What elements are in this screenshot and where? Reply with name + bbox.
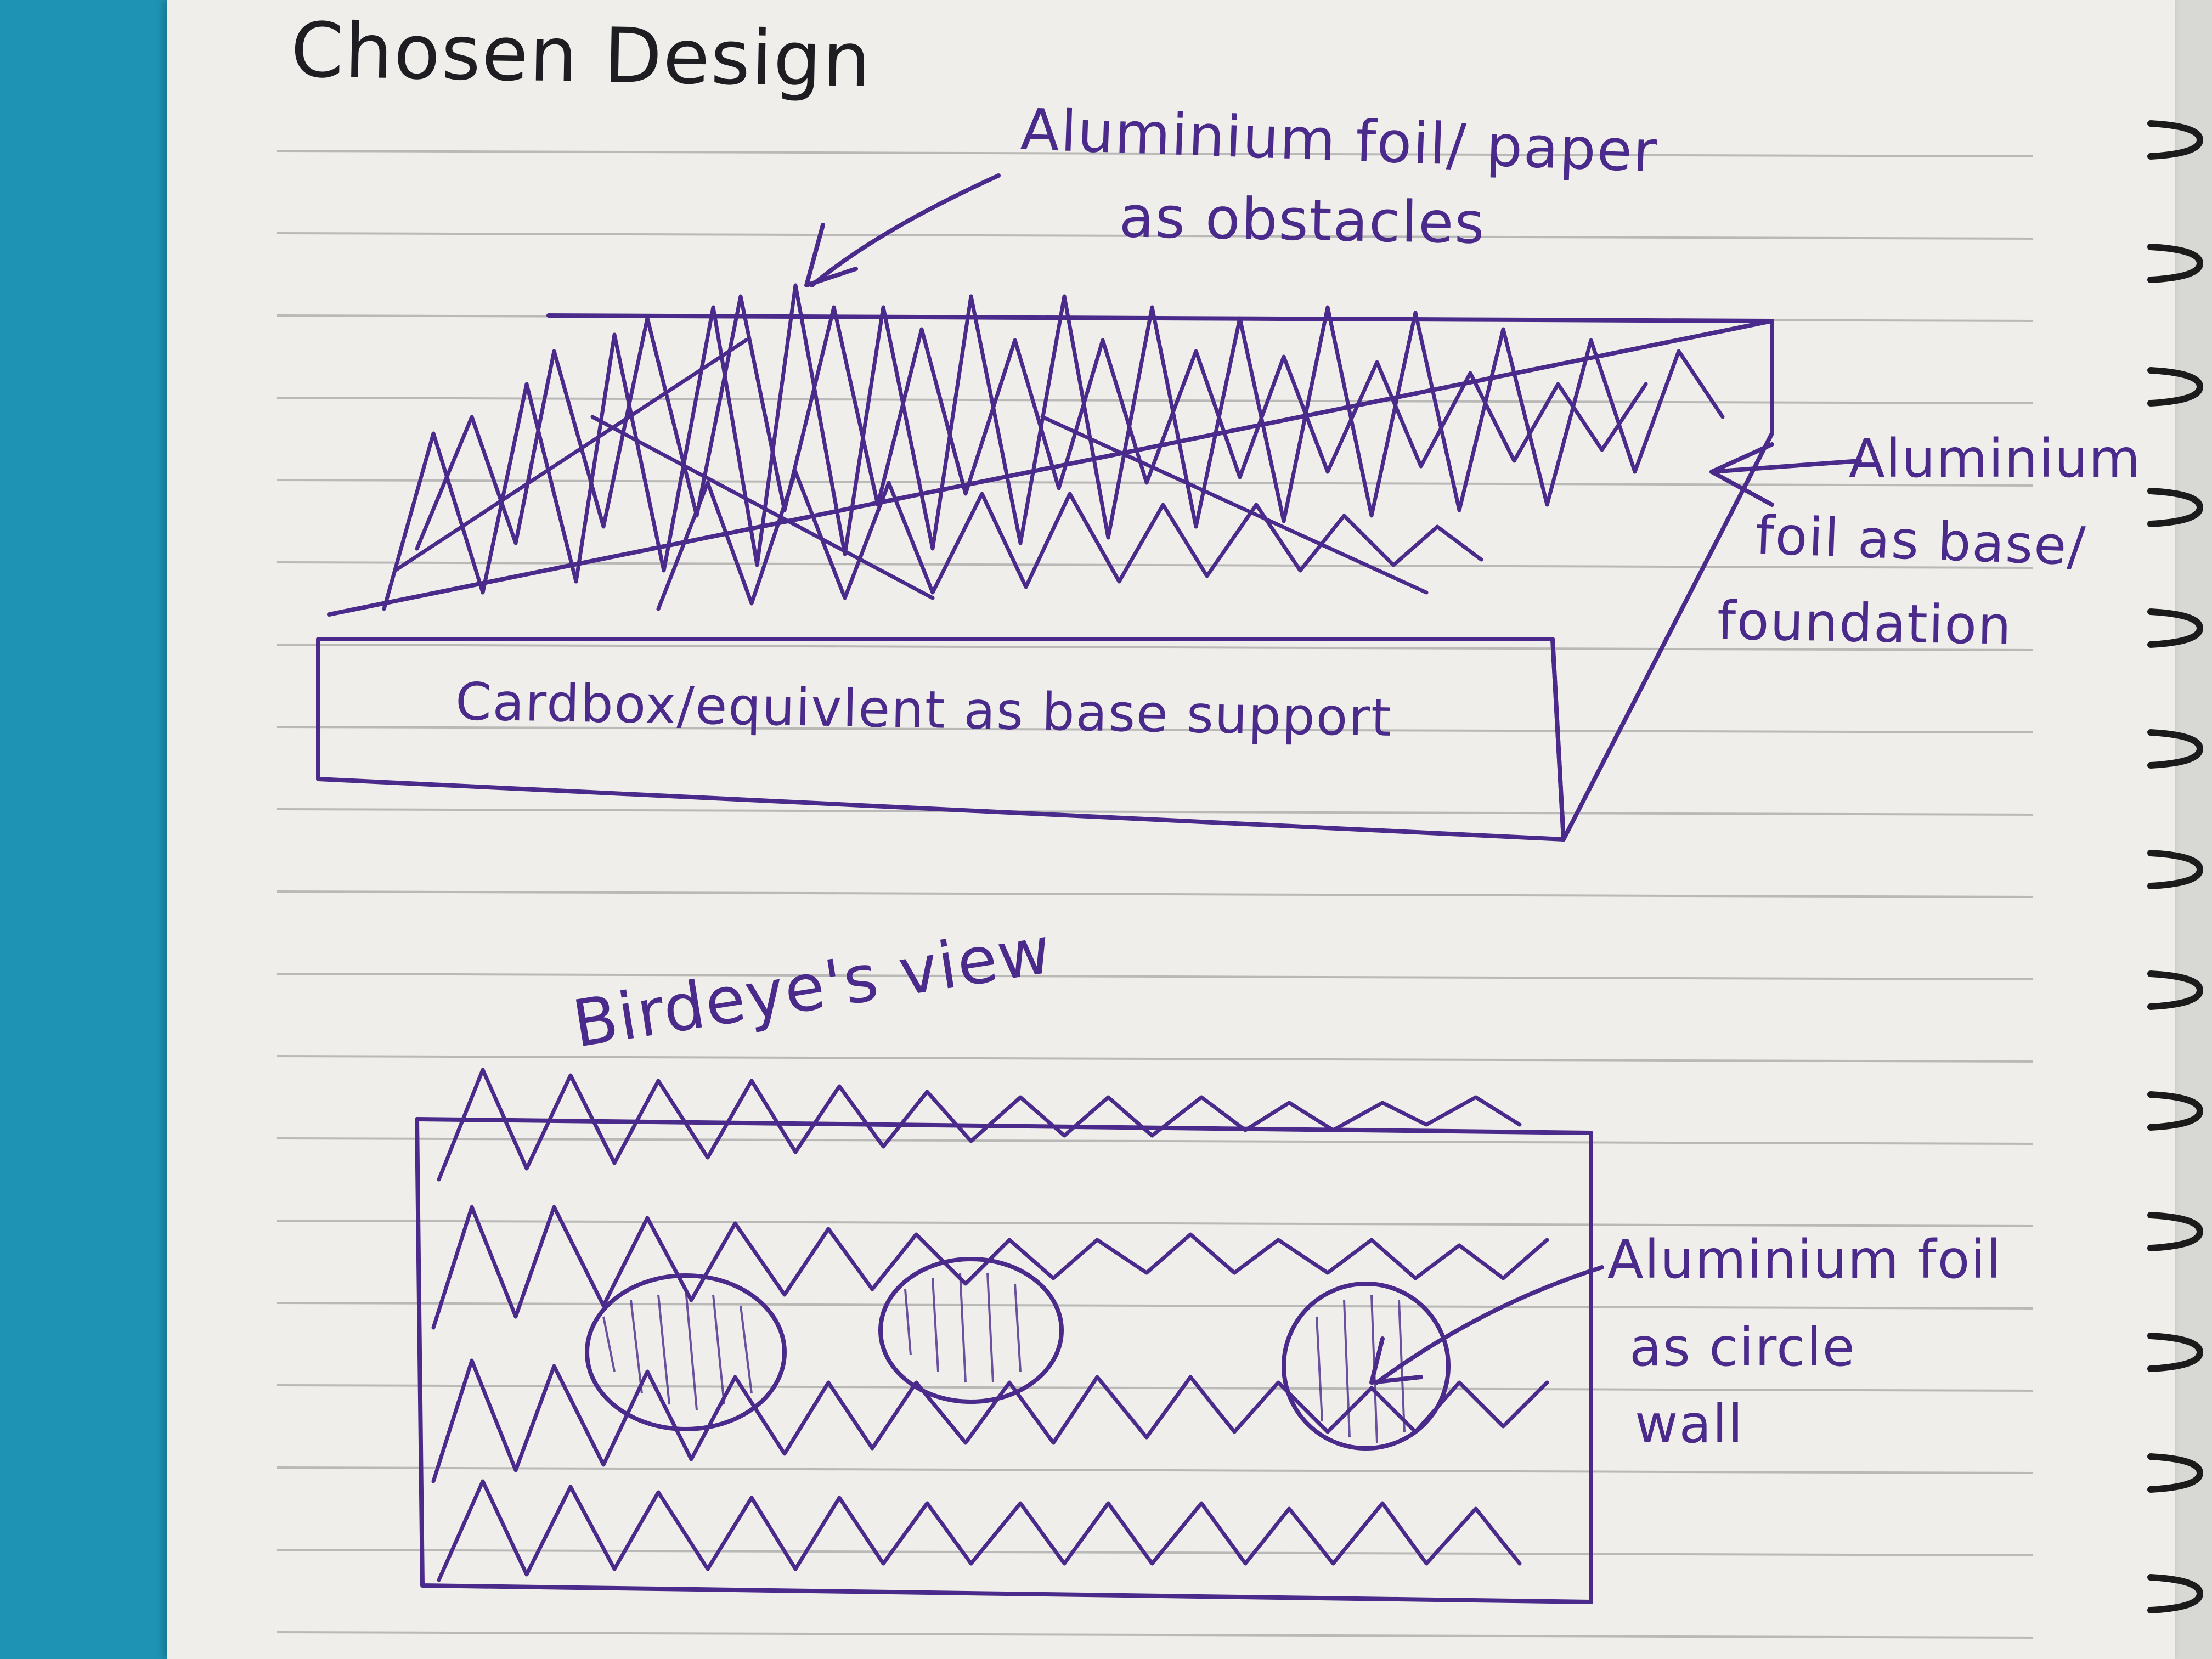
obstacles-label-line2: as obstacles	[1118, 183, 1486, 257]
base-label-line1: Aluminium	[1849, 428, 2142, 489]
circle-label-line3: wall	[1635, 1393, 1744, 1455]
cardbox-base-drawing	[316, 313, 1774, 842]
circle-wall-hatching	[602, 1272, 1406, 1443]
circle-label-line2: as circle	[1629, 1317, 1856, 1378]
base-label-line2: foil as base/	[1754, 504, 2087, 578]
foil-obstacle-spikes-top	[382, 283, 1725, 611]
circle-label-line1: Aluminium foil	[1607, 1229, 2002, 1290]
page-title: Chosen Design	[290, 5, 873, 105]
blue-folder-background	[0, 0, 181, 1659]
notebook-page	[167, 0, 2175, 1659]
base-label-line3: foundation	[1717, 590, 2013, 657]
foil-obstacle-spikes-bottom	[431, 1068, 1549, 1582]
spiral-binding	[2147, 120, 2204, 1613]
annotation-arrows	[804, 173, 1862, 1385]
birdeye-view-drawing	[415, 1117, 1593, 1604]
